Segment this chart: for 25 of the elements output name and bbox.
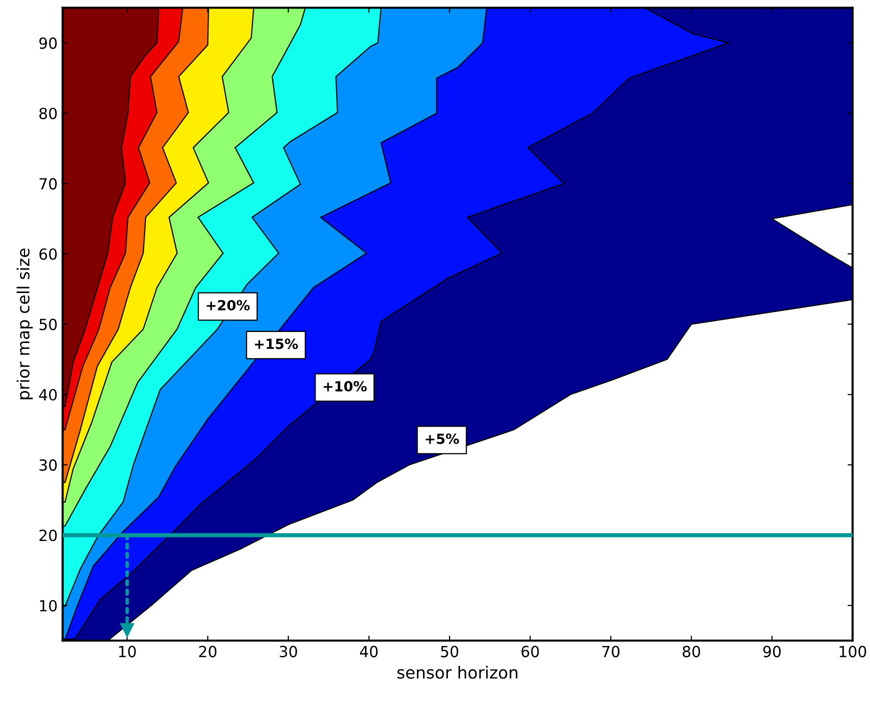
y-tick-label: 30 [40, 459, 57, 471]
annotation: +20% [206, 300, 250, 310]
x-tick-label: 20 [199, 646, 216, 658]
x-tick-label: 40 [360, 646, 378, 658]
x-tick-label: 80 [682, 646, 700, 658]
x-tick-label: 30 [280, 646, 298, 658]
y-tick-label: 90 [39, 37, 57, 49]
y-tick-label: 20 [39, 530, 57, 542]
y-tick-label: 40 [39, 388, 57, 401]
y-tick-label: 70 [40, 178, 57, 190]
y-axis-title: prior map cell size [16, 248, 33, 400]
x-tick-label: 70 [602, 646, 620, 658]
annotation: +15% [254, 338, 298, 350]
annotation: +5% [426, 434, 459, 444]
y-tick-label: 50 [40, 318, 57, 330]
x-axis-title: sensor horizon [397, 666, 518, 679]
x-tick-label: 60 [522, 646, 539, 658]
x-tick-label: 10 [119, 646, 136, 658]
y-tick-label: 10 [40, 600, 57, 612]
y-tick-label: 80 [39, 108, 57, 120]
y-tick-label: 60 [39, 248, 57, 260]
annotation: +10% [324, 381, 367, 392]
x-tick-label: 50 [441, 646, 458, 658]
x-tick-label: 90 [763, 646, 781, 658]
x-tick-label: 100 [840, 646, 866, 658]
